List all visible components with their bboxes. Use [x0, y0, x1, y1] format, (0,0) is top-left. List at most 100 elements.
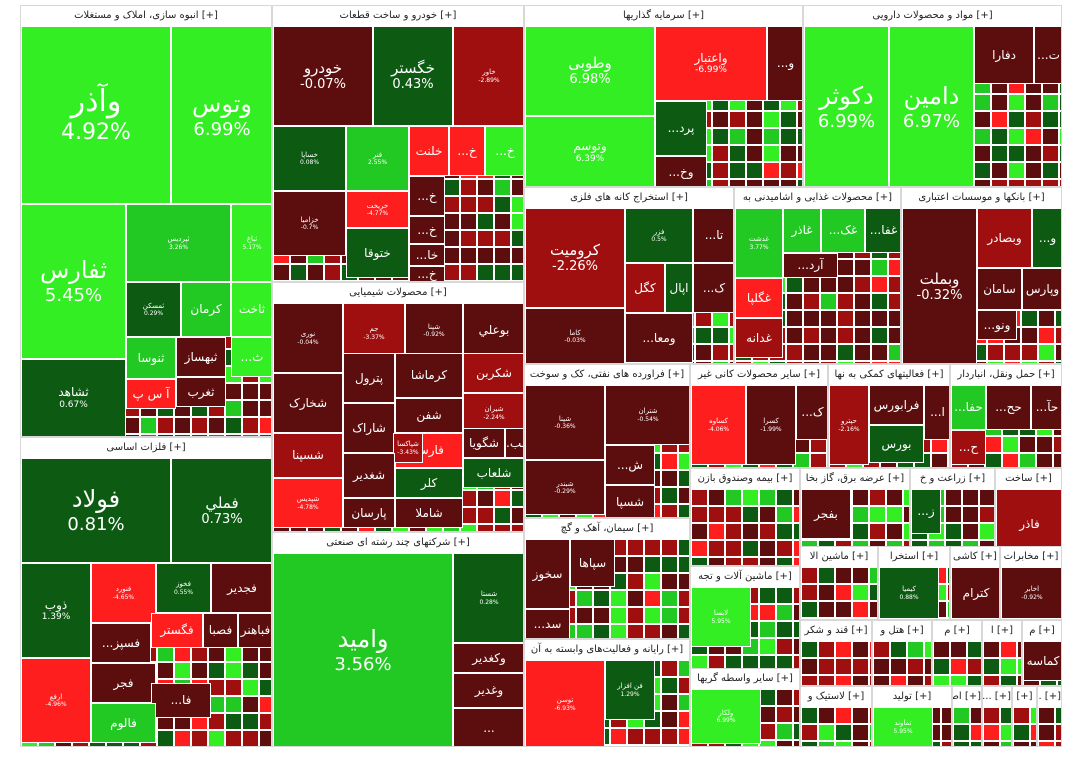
small-tile[interactable]: [627, 573, 644, 590]
stock-tile[interactable]: خزامیا -0.7%: [273, 191, 346, 256]
small-tile[interactable]: [610, 590, 627, 607]
small-tile[interactable]: [907, 641, 924, 658]
small-tile[interactable]: [1025, 162, 1042, 179]
stock-tile[interactable]: وبملت -0.32%: [902, 208, 977, 363]
stock-tile[interactable]: شاملا: [395, 498, 463, 528]
small-tile[interactable]: [818, 601, 835, 618]
sector-box[interactable]: [+] قند و شکر: [800, 620, 872, 686]
small-tile[interactable]: [1008, 94, 1025, 111]
small-tile[interactable]: [776, 489, 793, 506]
small-tile[interactable]: [208, 662, 225, 679]
small-tile[interactable]: [644, 556, 661, 573]
small-tile[interactable]: [494, 264, 511, 281]
stock-tile[interactable]: ...خ: [409, 176, 445, 216]
stock-tile[interactable]: خاور -2.89%: [453, 26, 523, 126]
small-tile[interactable]: [1059, 145, 1061, 162]
small-tile[interactable]: [763, 128, 780, 145]
small-tile[interactable]: [907, 675, 924, 685]
small-tile[interactable]: [242, 679, 259, 696]
small-tile[interactable]: [907, 658, 924, 675]
sector-header[interactable]: [+] قند و شکر: [801, 621, 871, 641]
stock-tile[interactable]: غاذر: [783, 208, 821, 253]
small-tile[interactable]: [888, 344, 900, 361]
sector-box[interactable]: [+] مخابرات اخابر -0.92%: [1000, 546, 1062, 620]
small-tile[interactable]: [852, 741, 869, 746]
small-tile[interactable]: [837, 276, 854, 293]
stock-tile[interactable]: کترام: [951, 567, 999, 619]
small-tile[interactable]: [225, 417, 242, 434]
small-tile[interactable]: [793, 587, 799, 604]
small-tile[interactable]: [835, 675, 852, 685]
small-tile[interactable]: [974, 162, 991, 179]
small-tile[interactable]: [786, 293, 803, 310]
sector-box[interactable]: [+] استخرا کیمیا 0.88%: [878, 546, 950, 620]
small-tile[interactable]: [678, 556, 689, 573]
sector-header[interactable]: [+] سایر محصولات کانی غیر: [691, 365, 827, 385]
sector-box[interactable]: [+] مواد و محصولات دارویی دکوثر 6.99% دامین…: [803, 5, 1062, 187]
small-tile[interactable]: [477, 196, 494, 213]
small-tile[interactable]: [1038, 344, 1055, 361]
small-tile[interactable]: [661, 711, 678, 728]
small-tile[interactable]: [678, 745, 689, 746]
small-tile[interactable]: [1025, 128, 1042, 145]
small-tile[interactable]: [1042, 145, 1059, 162]
small-tile[interactable]: [987, 344, 1004, 361]
sector-header[interactable]: [+] استخراج کانه های فلزی: [525, 188, 733, 208]
small-tile[interactable]: [259, 713, 271, 730]
small-tile[interactable]: [708, 489, 725, 506]
small-tile[interactable]: [1021, 310, 1038, 327]
stock-tile[interactable]: شگویا: [463, 428, 505, 458]
small-tile[interactable]: [1053, 436, 1061, 453]
small-tile[interactable]: [869, 601, 877, 618]
stock-tile[interactable]: شفن: [395, 398, 463, 433]
small-tile[interactable]: [890, 658, 907, 675]
small-tile[interactable]: [835, 741, 852, 746]
small-tile[interactable]: [678, 470, 689, 487]
small-tile[interactable]: [511, 524, 523, 531]
small-tile[interactable]: [801, 724, 818, 741]
stock-tile[interactable]: شسپنا: [273, 433, 343, 478]
small-tile[interactable]: [225, 383, 242, 400]
small-tile[interactable]: [259, 696, 271, 713]
small-tile[interactable]: [793, 689, 799, 706]
small-tile[interactable]: [712, 111, 729, 128]
small-tile[interactable]: [242, 662, 259, 679]
small-tile[interactable]: [644, 624, 661, 638]
small-tile[interactable]: [1055, 741, 1061, 746]
small-tile[interactable]: [678, 453, 689, 470]
small-tile[interactable]: [776, 506, 793, 523]
small-tile[interactable]: [776, 706, 793, 723]
small-tile[interactable]: [953, 741, 970, 746]
small-tile[interactable]: [852, 506, 869, 523]
small-tile[interactable]: [443, 264, 460, 281]
stock-tile[interactable]: خریخت -4.77%: [346, 191, 409, 228]
small-tile[interactable]: [983, 641, 1000, 658]
small-tile[interactable]: [871, 259, 888, 276]
sector-header[interactable]: [+] شرکتهای چند رشته ای صنعتی: [273, 533, 523, 553]
stock-tile[interactable]: ثپردیس 3.26%: [126, 204, 231, 282]
sector-box[interactable]: [+] ا: [982, 620, 1022, 686]
small-tile[interactable]: [208, 417, 225, 434]
small-tile[interactable]: [924, 675, 931, 685]
small-tile[interactable]: [888, 327, 900, 344]
small-tile[interactable]: [494, 247, 511, 264]
stock-tile[interactable]: تماوند 5.95%: [873, 707, 933, 746]
small-tile[interactable]: [307, 264, 324, 281]
small-tile[interactable]: [780, 145, 797, 162]
small-tile[interactable]: [242, 696, 259, 713]
small-tile[interactable]: [678, 539, 689, 556]
small-tile[interactable]: [725, 557, 742, 565]
small-tile[interactable]: [174, 434, 191, 436]
small-tile[interactable]: [759, 557, 776, 565]
small-tile[interactable]: [661, 660, 678, 677]
small-tile[interactable]: [477, 490, 494, 507]
small-tile[interactable]: [852, 523, 869, 540]
stock-tile[interactable]: فالوم: [91, 703, 156, 743]
small-tile[interactable]: [818, 584, 835, 601]
stock-tile[interactable]: ...غک: [821, 208, 865, 253]
small-tile[interactable]: [695, 327, 712, 344]
small-tile[interactable]: [979, 489, 994, 506]
small-tile[interactable]: [759, 706, 776, 723]
small-tile[interactable]: [985, 453, 1002, 467]
small-tile[interactable]: [759, 506, 776, 523]
